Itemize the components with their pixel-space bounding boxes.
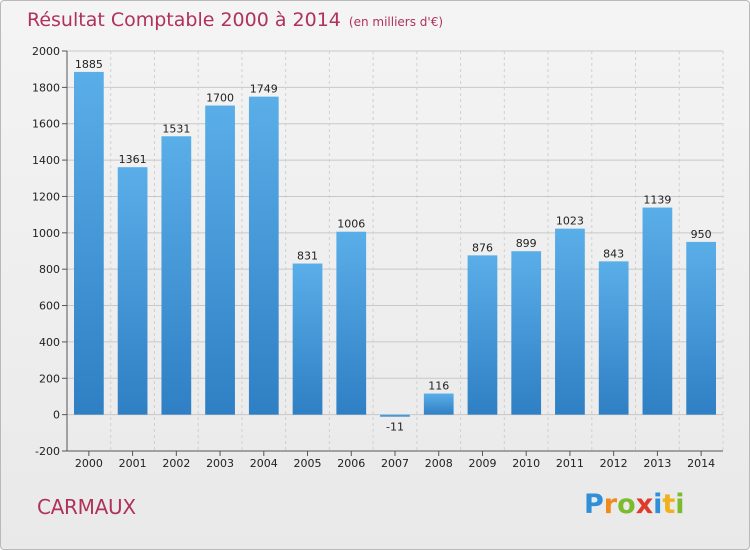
x-tick-label-2001: 2001 — [119, 457, 147, 470]
x-tick-label-2012: 2012 — [600, 457, 628, 470]
y-tick-label: 200 — [39, 372, 60, 385]
data-label-2008: 116 — [428, 380, 449, 393]
bar-2012 — [598, 261, 629, 415]
x-tick-label-2003: 2003 — [206, 457, 234, 470]
bar-2009 — [467, 255, 498, 415]
x-tick-label-2010: 2010 — [512, 457, 540, 470]
y-tick-label: 0 — [53, 409, 60, 422]
logo-letter: i — [653, 489, 663, 520]
data-labels: 1885 1361 1531 1700 1749 831 1006 -11 116 876 899 1… — [75, 58, 712, 434]
x-tick-label-2008: 2008 — [425, 457, 453, 470]
bar-2003 — [205, 105, 235, 415]
logo-letter: t — [662, 489, 676, 520]
x-tick-label-2004: 2004 — [250, 457, 278, 470]
bars — [73, 71, 717, 417]
y-tick-label: 1400 — [32, 154, 60, 167]
data-label-2002: 1531 — [162, 122, 190, 135]
bar-2007 — [380, 414, 410, 417]
y-tick-label: 2000 — [32, 45, 60, 58]
x-tick-label-2009: 2009 — [468, 457, 496, 470]
bar-2001 — [117, 167, 148, 415]
bar-2002 — [161, 136, 192, 415]
x-tick-label-2013: 2013 — [643, 457, 671, 470]
logo-letter: i — [675, 489, 685, 520]
x-tick-label-2006: 2006 — [337, 457, 365, 470]
y-tick-label: 1200 — [32, 190, 60, 203]
y-tick-label: 400 — [39, 336, 60, 349]
bar-2008 — [423, 393, 454, 415]
y-tick-label: 600 — [39, 300, 60, 313]
data-label-2001: 1361 — [119, 153, 147, 166]
x-tick-label-2000: 2000 — [75, 457, 103, 470]
bar-2011 — [555, 228, 585, 415]
bar-2014 — [686, 241, 717, 415]
logo-letter: r — [603, 489, 618, 520]
x-tick-label-2014: 2014 — [687, 457, 715, 470]
y-tick-label: 1800 — [32, 81, 60, 94]
x-tick-label-2005: 2005 — [294, 457, 322, 470]
y-tick-label: -200 — [35, 445, 60, 458]
data-label-2013: 1139 — [643, 194, 671, 207]
x-tick-label-2011: 2011 — [556, 457, 584, 470]
x-tick-label-2007: 2007 — [381, 457, 409, 470]
data-label-2011: 1023 — [556, 215, 584, 228]
data-label-2006: 1006 — [337, 218, 365, 231]
proxiti-logo: Proxiti — [584, 489, 685, 520]
y-tick-labels: -200 0 200 400 600 800 1000 1200 1400 1600 1800 200… — [32, 45, 60, 458]
bar-2013 — [642, 207, 673, 415]
chart-title: Résultat Comptable 2000 à 2014 (en millie… — [27, 9, 444, 31]
data-label-2009: 876 — [472, 241, 493, 254]
bar-2005 — [292, 263, 323, 415]
chart-subtitle: (en milliers d'€) — [348, 15, 444, 29]
x-tick-labels: 2000 2001 2002 2003 2004 2005 2006 2007 2008 2009… — [75, 457, 715, 470]
logo-letter: o — [617, 489, 636, 520]
bar-2010 — [511, 251, 542, 415]
data-label-2014: 950 — [691, 228, 712, 241]
data-label-2010: 899 — [516, 237, 537, 250]
data-label-2000: 1885 — [75, 58, 103, 71]
bar-2004 — [248, 96, 279, 415]
data-label-2005: 831 — [297, 250, 318, 263]
data-label-2003: 1700 — [206, 92, 234, 105]
axes — [62, 50, 723, 456]
data-label-2007: -11 — [386, 421, 404, 434]
data-label-2012: 843 — [603, 247, 624, 260]
bar-2006 — [336, 231, 367, 415]
bar-2000 — [73, 71, 104, 415]
city-name: CARMAUX — [37, 495, 136, 519]
x-tick-label-2002: 2002 — [162, 457, 190, 470]
logo-letter: P — [584, 489, 604, 520]
logo-letter: x — [635, 489, 654, 520]
y-tick-label: 1000 — [32, 227, 60, 240]
y-tick-label: 1600 — [32, 118, 60, 131]
y-tick-label: 800 — [39, 263, 60, 276]
data-label-2004: 1749 — [250, 83, 278, 96]
